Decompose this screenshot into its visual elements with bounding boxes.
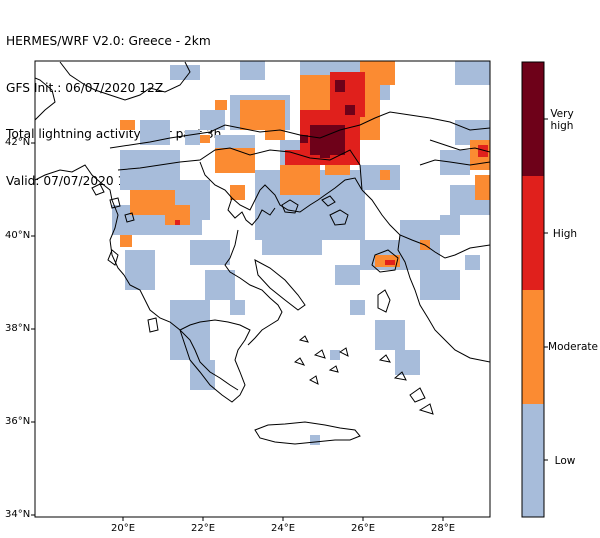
low-cell xyxy=(335,265,360,285)
colorbar-label-high: High xyxy=(552,228,578,240)
low-cell xyxy=(170,300,210,360)
moderate-cell xyxy=(215,100,227,110)
coastlines xyxy=(35,61,490,445)
coastline-adriatic xyxy=(35,77,56,121)
crete xyxy=(254,421,361,445)
low-cell xyxy=(375,320,405,350)
lat-label-34: 34°N xyxy=(5,509,31,520)
island-corfu xyxy=(107,249,119,266)
lightning-cells xyxy=(112,61,490,445)
high-cell xyxy=(175,220,180,225)
island-thasos xyxy=(281,199,299,214)
lon-label-26: 26°E xyxy=(351,523,376,534)
colorbar-moderate xyxy=(522,290,544,404)
coastline-albania xyxy=(35,164,125,276)
low-cell xyxy=(350,300,365,315)
low-cell xyxy=(395,350,420,375)
low-cell xyxy=(410,250,435,270)
moderate-cell xyxy=(120,120,135,130)
border-north xyxy=(59,61,191,101)
marmara-sea xyxy=(419,139,490,166)
colorbar-low xyxy=(522,404,544,517)
island-chios xyxy=(377,289,391,313)
lat-label-36: 36°N xyxy=(5,416,31,427)
moderate-cell xyxy=(475,175,490,200)
moderate-cell xyxy=(215,148,255,173)
island-euboea xyxy=(254,259,306,311)
low-cell xyxy=(240,61,265,80)
very-high-cell xyxy=(335,80,345,92)
island-samothraki xyxy=(321,195,336,207)
moderate-cell xyxy=(200,135,210,143)
colorbar-label-moderate: Moderate xyxy=(548,341,598,353)
lon-label-28: 28°E xyxy=(431,523,456,534)
low-cell xyxy=(310,435,320,445)
lat-label-38: 38°N xyxy=(5,323,31,334)
low-cell xyxy=(440,215,460,235)
low-cell xyxy=(200,110,225,130)
low-cell xyxy=(205,270,235,300)
moderate-cell xyxy=(380,170,390,180)
low-cell xyxy=(230,300,245,315)
island-lemnos xyxy=(329,209,349,226)
colorbar-high xyxy=(522,176,544,290)
colorbar xyxy=(521,61,548,518)
dodecanese xyxy=(378,354,434,415)
lat-label-42: 42°N xyxy=(5,137,31,148)
low-cell xyxy=(465,255,480,270)
lon-label-20: 20°E xyxy=(111,523,136,534)
moderate-cell xyxy=(230,185,245,200)
colorbar-very-high xyxy=(522,62,544,176)
turkey-aegean-coast xyxy=(397,234,490,363)
thessaloniki-coast xyxy=(199,161,363,213)
colorbar-label-very-high: Very high xyxy=(550,108,574,132)
turkey-coast xyxy=(361,189,490,259)
lat-label-40: 40°N xyxy=(5,230,31,241)
very-high-cell xyxy=(300,135,308,143)
colorbar-label-low: Low xyxy=(554,455,576,467)
low-cell xyxy=(125,250,155,290)
border-greece-north xyxy=(117,147,363,191)
map-frame xyxy=(34,60,491,518)
lat-tick-marks xyxy=(31,142,35,516)
lon-label-22: 22°E xyxy=(191,523,216,534)
low-cell xyxy=(300,225,320,245)
low-cell xyxy=(185,130,200,145)
island-lesvos xyxy=(371,249,399,273)
peloponnese xyxy=(179,319,251,403)
greek-east-coast xyxy=(224,229,283,346)
lon-label-24: 24°E xyxy=(271,523,296,534)
moderate-cell xyxy=(265,125,285,140)
high-cell xyxy=(285,150,315,165)
high-cell xyxy=(385,260,395,265)
low-cell xyxy=(330,350,340,360)
island-kefalonia xyxy=(147,317,159,333)
moderate-cell xyxy=(120,235,132,247)
low-cell xyxy=(455,61,490,85)
moderate-cell xyxy=(165,205,190,225)
lon-tick-marks xyxy=(122,517,444,521)
low-cell xyxy=(190,240,230,265)
very-high-cell xyxy=(345,105,355,115)
chalkidiki xyxy=(227,197,276,226)
very-high-cell xyxy=(320,150,330,158)
cyclades xyxy=(293,335,349,385)
title-model: HERMES/WRF V2.0: Greece - 2km xyxy=(6,34,211,48)
moderate-cell xyxy=(360,61,395,85)
low-cell xyxy=(420,270,460,300)
border-bulgaria xyxy=(109,111,490,149)
low-cell xyxy=(170,65,200,80)
lakes xyxy=(91,183,135,223)
high-cell xyxy=(478,145,488,157)
map-title: HERMES/WRF V2.0: Greece - 2km GFS Init.:… xyxy=(6,3,221,205)
moderate-cell xyxy=(280,165,320,195)
